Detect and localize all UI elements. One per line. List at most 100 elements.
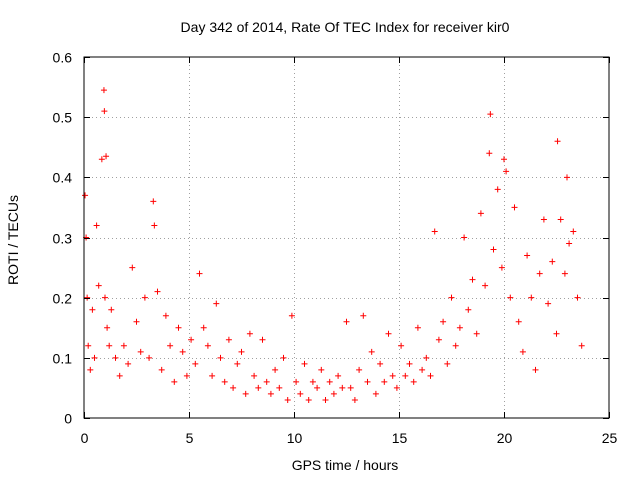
plot-frame	[83, 56, 610, 419]
data-point	[326, 378, 333, 385]
data-point	[553, 330, 560, 337]
data-point	[456, 324, 463, 331]
data-point	[578, 342, 585, 349]
data-point	[524, 252, 531, 259]
data-point	[280, 354, 287, 361]
data-point	[398, 342, 405, 349]
data-point	[368, 348, 375, 355]
x-tick-label: 0	[81, 430, 89, 446]
data-point	[419, 366, 426, 373]
data-point	[146, 354, 153, 361]
y-axis-label: ROTI / TECUs	[5, 195, 21, 285]
data-point	[528, 294, 535, 301]
data-point	[141, 294, 148, 301]
data-point	[431, 228, 438, 235]
data-point	[574, 294, 581, 301]
data-point	[137, 348, 144, 355]
data-point	[381, 378, 388, 385]
data-point	[100, 87, 107, 94]
data-point	[112, 354, 119, 361]
y-tick-label: 0	[64, 411, 72, 427]
data-point	[154, 288, 161, 295]
data-point	[309, 378, 316, 385]
data-point	[490, 246, 497, 253]
data-point	[519, 348, 526, 355]
data-point	[209, 372, 216, 379]
data-point	[343, 318, 350, 325]
data-point	[150, 198, 157, 205]
data-point	[179, 348, 186, 355]
data-point	[477, 210, 484, 217]
data-point	[183, 372, 190, 379]
data-point	[561, 270, 568, 277]
data-point	[95, 282, 102, 289]
data-point	[276, 384, 283, 391]
data-point	[427, 372, 434, 379]
data-point	[106, 342, 113, 349]
data-point	[301, 360, 308, 367]
data-point	[318, 366, 325, 373]
data-point	[532, 366, 539, 373]
data-point	[347, 384, 354, 391]
data-point	[98, 156, 105, 163]
data-point	[351, 396, 358, 403]
data-point	[444, 360, 451, 367]
x-tick-labels: 0 5 10 15 20 25	[81, 430, 618, 446]
data-point	[473, 330, 480, 337]
x-tick-label: 10	[287, 430, 303, 446]
data-point	[465, 306, 472, 313]
data-point	[204, 342, 211, 349]
y-tick-label: 0.3	[53, 231, 73, 247]
data-point	[372, 390, 379, 397]
data-point	[225, 336, 232, 343]
data-point	[487, 111, 494, 118]
data-point	[192, 360, 199, 367]
data-point	[151, 222, 158, 229]
data-point	[200, 324, 207, 331]
data-point	[129, 264, 136, 271]
data-point	[288, 312, 295, 319]
data-point	[167, 342, 174, 349]
data-point	[410, 378, 417, 385]
grid-lines	[84, 57, 609, 418]
data-point	[255, 384, 262, 391]
data-point	[507, 294, 514, 301]
data-point	[554, 138, 561, 145]
data-point	[217, 354, 224, 361]
data-point	[570, 228, 577, 235]
data-point	[162, 312, 169, 319]
data-point	[364, 378, 371, 385]
data-point	[389, 372, 396, 379]
data-point	[305, 396, 312, 403]
data-point	[377, 360, 384, 367]
data-point	[297, 390, 304, 397]
data-point	[272, 366, 279, 373]
data-point	[360, 312, 367, 319]
data-point	[91, 354, 98, 361]
data-point	[540, 216, 547, 223]
data-point	[175, 324, 182, 331]
data-point	[116, 372, 123, 379]
x-tick-label: 25	[602, 430, 618, 446]
data-points	[82, 87, 585, 403]
y-tick-label: 0.1	[53, 351, 73, 367]
data-point	[545, 300, 552, 307]
data-point	[259, 336, 266, 343]
y-tick-label: 0.2	[53, 291, 73, 307]
data-point	[557, 216, 564, 223]
axis-ticks	[84, 57, 610, 419]
data-point	[423, 354, 430, 361]
data-point	[448, 294, 455, 301]
data-point	[87, 366, 94, 373]
data-point	[564, 174, 570, 181]
data-point	[498, 264, 505, 271]
data-point	[330, 390, 337, 397]
data-point	[89, 306, 96, 313]
data-point	[393, 384, 400, 391]
y-tick-labels: 0 0.1 0.2 0.3 0.4 0.5 0.6	[53, 50, 73, 427]
data-point	[435, 336, 442, 343]
data-point	[515, 318, 522, 325]
data-point	[213, 300, 220, 307]
data-point	[158, 366, 165, 373]
